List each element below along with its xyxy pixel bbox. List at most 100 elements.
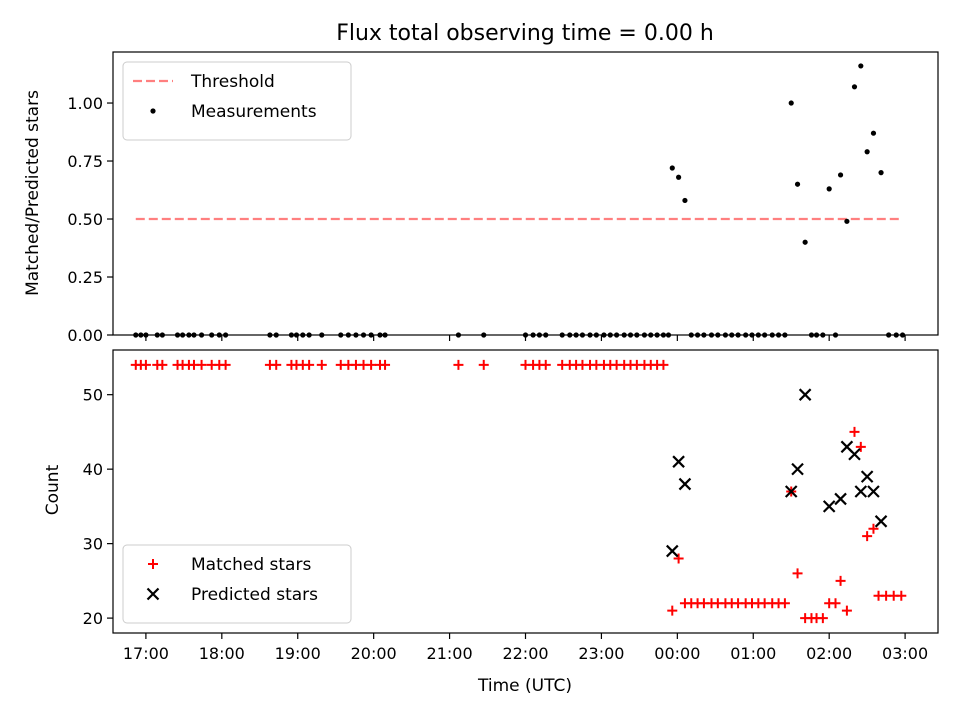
- x-tick-label: 03:00: [882, 644, 928, 663]
- legend-predicted-swatch: [146, 587, 160, 601]
- legend-matched-swatch: [148, 559, 158, 569]
- measurement-point: [641, 332, 648, 338]
- matched-star-marker: [862, 531, 873, 542]
- measurement-point: [536, 332, 543, 338]
- measurement-point: [300, 332, 306, 338]
- measurement-point: [360, 332, 367, 338]
- bottom-y-axis-label: Count: [43, 464, 63, 515]
- measurement-point: [573, 332, 579, 338]
- measurement-point: [851, 84, 858, 90]
- matched-star-marker: [835, 575, 846, 586]
- measurement-point: [133, 332, 139, 338]
- measurement-point: [864, 149, 870, 155]
- matched-star-marker: [779, 598, 790, 609]
- measurement-point: [154, 332, 160, 338]
- measurement-point: [353, 332, 359, 338]
- x-tick-label: 00:00: [654, 644, 700, 663]
- measurement-point: [186, 332, 192, 338]
- legend-label: Matched stars: [191, 555, 311, 575]
- measurement-point: [306, 332, 312, 338]
- measurement-point: [579, 332, 586, 338]
- measurement-point: [743, 332, 749, 338]
- measurement-point: [682, 197, 688, 204]
- y-tick-label: 1.00: [67, 94, 103, 113]
- matched-star-marker: [304, 359, 315, 370]
- y-tick-label: 20: [83, 609, 103, 628]
- matched-star-marker: [380, 359, 391, 370]
- measurement-point: [708, 332, 715, 338]
- measurement-point: [782, 332, 788, 338]
- measurement-point: [844, 218, 850, 224]
- measurement-point: [209, 332, 215, 338]
- measurement-point: [870, 130, 877, 136]
- measurement-point: [735, 332, 741, 338]
- x-tick-label: 02:00: [806, 644, 852, 663]
- legend-box: [122, 61, 352, 141]
- measurement-point: [627, 332, 634, 338]
- predicted-star-marker: [666, 544, 679, 558]
- measurement-point: [587, 332, 593, 338]
- measurement-point: [762, 332, 768, 338]
- measurement-point: [676, 174, 682, 180]
- measurement-point: [634, 332, 640, 338]
- predicted-star-marker: [848, 447, 861, 461]
- measurement-point: [893, 332, 899, 338]
- x-tick-label: 18:00: [199, 644, 245, 663]
- measurement-point: [338, 332, 344, 338]
- predicted-star-marker: [791, 462, 804, 476]
- y-tick-label: 50: [83, 386, 103, 405]
- measurement-point: [216, 332, 222, 338]
- measurement-point: [614, 332, 620, 338]
- matched-star-marker: [658, 359, 669, 370]
- predicted-star-marker: [672, 455, 685, 468]
- matched-star-marker: [220, 359, 231, 370]
- measurement-point: [368, 332, 374, 338]
- measurement-point: [530, 332, 536, 338]
- predicted-star-marker: [834, 492, 847, 506]
- measurement-point: [481, 332, 487, 338]
- x-tick-label: 17:00: [123, 644, 169, 663]
- measurement-point: [688, 332, 694, 338]
- x-axis-label: Time (UTC): [477, 676, 572, 696]
- measurement-point: [769, 332, 775, 338]
- predicted-star-marker: [867, 485, 880, 498]
- measurement-point: [660, 332, 667, 338]
- predicted-star-marker: [854, 485, 868, 498]
- measurement-point: [601, 332, 607, 338]
- matched-star-marker: [453, 359, 464, 370]
- measurement-point: [788, 100, 794, 106]
- matched-star-marker: [478, 359, 489, 370]
- measurement-point: [319, 332, 325, 338]
- legend-label: Predicted stars: [191, 585, 318, 605]
- measurement-point: [345, 332, 351, 338]
- measurement-point: [701, 332, 707, 338]
- predicted-star-marker: [874, 515, 888, 528]
- measurement-point: [143, 332, 149, 338]
- predicted-star-marker: [860, 470, 874, 483]
- measurement-point: [749, 332, 755, 338]
- measurement-point: [174, 332, 181, 338]
- x-tick-label: 23:00: [578, 644, 624, 663]
- measurement-point: [288, 332, 295, 338]
- legend-box: [122, 544, 352, 624]
- measurement-point: [775, 332, 782, 338]
- matched-star-marker: [667, 605, 678, 616]
- y-tick-label: 0.00: [67, 326, 103, 345]
- measurement-point: [179, 332, 186, 338]
- measurement-point: [858, 63, 864, 69]
- x-tick-label: 20:00: [351, 644, 397, 663]
- measurement-point: [826, 186, 832, 192]
- x-tick-label: 01:00: [730, 644, 776, 663]
- y-tick-label: 0.25: [67, 268, 103, 287]
- matched-star-marker: [673, 553, 684, 564]
- measurement-point: [621, 332, 627, 338]
- measurement-point: [820, 332, 826, 338]
- matched-star-marker: [849, 426, 860, 437]
- x-tick-label: 21:00: [427, 644, 473, 663]
- measurement-point: [802, 239, 808, 245]
- measurement-point: [273, 332, 279, 338]
- measurement-point: [567, 332, 573, 338]
- legend-label: Threshold: [190, 72, 275, 92]
- measurement-point: [559, 332, 565, 338]
- matched-star-marker: [540, 359, 551, 370]
